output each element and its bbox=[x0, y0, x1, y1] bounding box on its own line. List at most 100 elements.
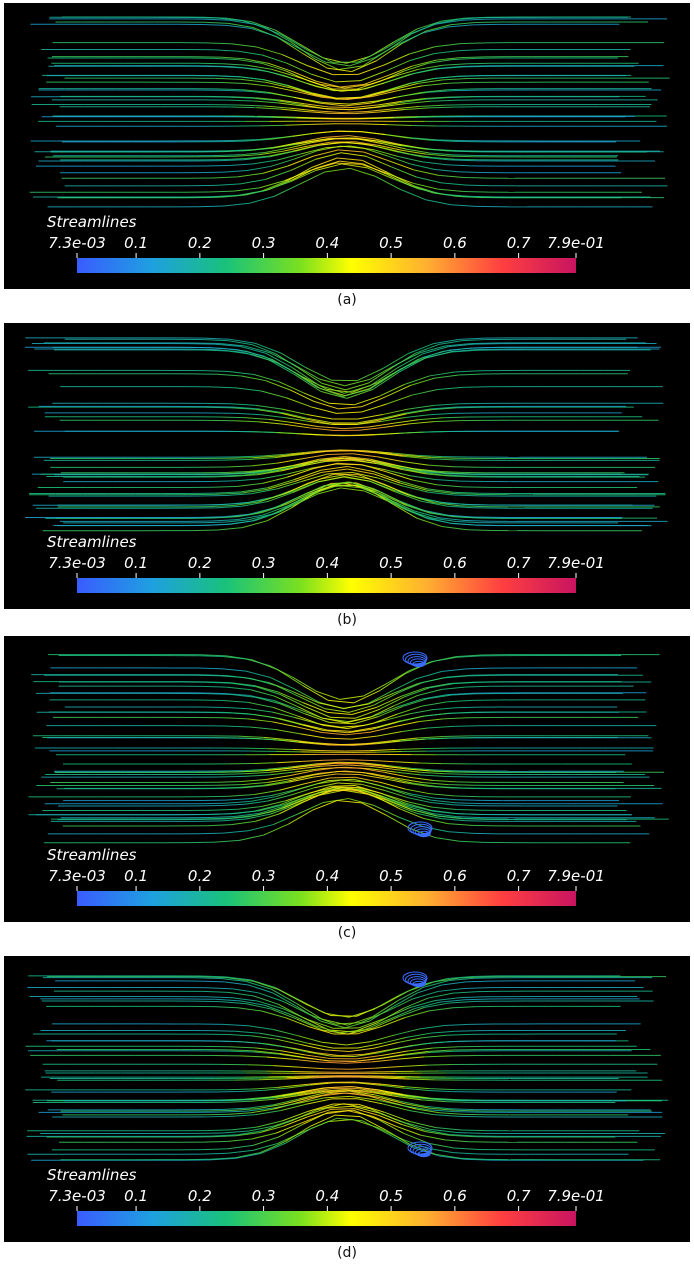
streamline bbox=[255, 696, 281, 705]
streamline bbox=[457, 75, 482, 77]
streamline bbox=[338, 406, 363, 410]
streamline bbox=[211, 519, 238, 522]
streamline bbox=[302, 1081, 329, 1086]
streamline bbox=[290, 1109, 318, 1122]
streamline bbox=[426, 96, 451, 99]
streamline bbox=[343, 426, 369, 430]
streamline bbox=[282, 1111, 308, 1122]
streamline bbox=[293, 691, 319, 704]
streamline bbox=[449, 159, 476, 162]
streamline bbox=[386, 172, 413, 184]
streamline bbox=[214, 492, 242, 495]
streamline bbox=[399, 738, 425, 742]
streamline bbox=[419, 1025, 445, 1030]
streamline bbox=[357, 1042, 383, 1049]
streamline bbox=[439, 517, 466, 522]
streamline bbox=[456, 809, 481, 811]
streamline bbox=[307, 65, 333, 76]
streamline bbox=[324, 61, 350, 67]
streamline bbox=[300, 48, 326, 63]
vortex bbox=[412, 826, 432, 836]
streamline bbox=[237, 59, 262, 64]
streamline bbox=[229, 682, 254, 686]
streamline bbox=[217, 154, 242, 156]
streamline bbox=[264, 147, 289, 153]
streamline bbox=[276, 760, 301, 764]
streamline bbox=[249, 496, 274, 503]
streamline bbox=[449, 522, 475, 526]
streamline bbox=[304, 105, 330, 110]
streamline bbox=[190, 348, 217, 351]
streamline bbox=[409, 46, 435, 55]
streamline bbox=[252, 469, 277, 474]
streamline bbox=[358, 64, 384, 75]
streamline bbox=[280, 1050, 306, 1056]
streamline bbox=[422, 26, 448, 34]
streamline bbox=[434, 43, 461, 48]
streamline bbox=[298, 136, 325, 143]
streamline bbox=[341, 111, 368, 113]
streamline bbox=[220, 773, 246, 775]
streamline bbox=[444, 1023, 469, 1027]
streamline bbox=[400, 480, 427, 490]
streamline bbox=[454, 406, 480, 408]
streamline bbox=[244, 58, 269, 64]
streamline bbox=[320, 1020, 346, 1029]
streamline bbox=[232, 474, 258, 477]
streamline bbox=[428, 770, 453, 773]
streamline bbox=[370, 772, 397, 779]
streamline bbox=[323, 1086, 351, 1089]
streamline bbox=[228, 991, 254, 997]
streamline bbox=[203, 18, 230, 21]
streamline bbox=[296, 726, 322, 733]
streamlines bbox=[28, 651, 669, 844]
streamline bbox=[403, 1132, 429, 1144]
streamline bbox=[429, 371, 455, 377]
streamline bbox=[315, 160, 340, 169]
streamline bbox=[370, 1034, 396, 1043]
streamline bbox=[243, 677, 269, 684]
streamline bbox=[304, 103, 329, 108]
streamline bbox=[456, 816, 482, 819]
streamline bbox=[254, 1051, 280, 1055]
streamline bbox=[237, 50, 263, 56]
streamline bbox=[248, 701, 274, 708]
streamline bbox=[222, 158, 247, 161]
streamline bbox=[288, 774, 314, 782]
streamline bbox=[406, 409, 433, 415]
streamline bbox=[386, 500, 411, 512]
streamline bbox=[325, 145, 350, 149]
streamline bbox=[243, 156, 270, 161]
streamline bbox=[446, 1033, 471, 1036]
streamline bbox=[361, 159, 388, 173]
colorbar-tick-label: 0.5 bbox=[379, 554, 403, 572]
streamline bbox=[219, 89, 246, 92]
streamline bbox=[358, 1103, 385, 1113]
streamline bbox=[251, 462, 278, 467]
streamline bbox=[226, 686, 251, 691]
streamline bbox=[382, 777, 407, 784]
streamline bbox=[228, 22, 254, 28]
streamline bbox=[218, 675, 244, 679]
streamline bbox=[416, 471, 442, 476]
streamline bbox=[356, 1054, 383, 1060]
streamline bbox=[408, 404, 435, 410]
streamline bbox=[269, 150, 296, 158]
streamline bbox=[264, 105, 290, 109]
streamline bbox=[238, 190, 265, 196]
streamline bbox=[408, 421, 434, 425]
colorbar bbox=[77, 258, 576, 273]
streamline bbox=[441, 981, 466, 986]
colorbar-tick-label: 0.3 bbox=[252, 1187, 276, 1205]
colorbar-tick-label: 7.3e-03 bbox=[48, 867, 106, 885]
streamline bbox=[378, 1083, 405, 1088]
streamline bbox=[259, 1125, 284, 1134]
streamline bbox=[441, 668, 467, 673]
streamline bbox=[276, 465, 302, 471]
streamline bbox=[222, 63, 248, 66]
streamline bbox=[463, 65, 488, 68]
streamline bbox=[445, 472, 472, 475]
streamline bbox=[412, 479, 438, 486]
streamline bbox=[386, 998, 413, 1012]
streamline bbox=[408, 137, 432, 141]
